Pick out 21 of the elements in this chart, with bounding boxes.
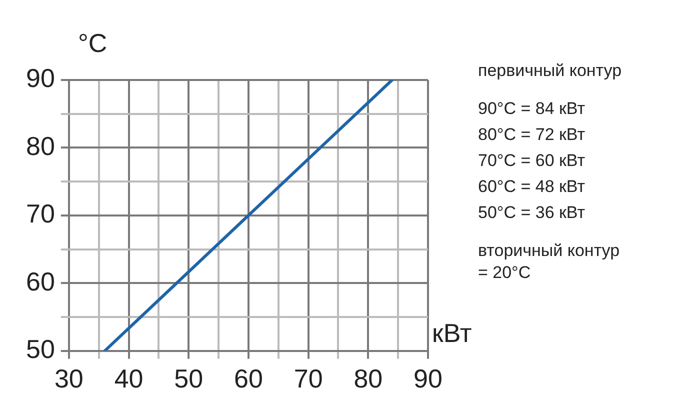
text: 90°C = 84 кВт [478,98,586,120]
text: 50°C = 36 кВт [478,202,586,224]
x-tick-label: 30 [54,364,84,394]
text: 70°C = 60 кВт [478,150,586,172]
text: первичный контур [478,60,622,82]
x-tick-label: 90 [414,364,442,394]
y-tick-label: 50 [26,334,55,364]
text: 60°C = 48 кВт [478,176,586,198]
y-axis-title: °C [78,28,108,59]
x-tick-label: 60 [234,364,263,394]
y-tick-label: 90 [26,63,55,94]
x-tick-label: 70 [294,364,323,394]
text: 80°C = 72 кВт [478,124,586,146]
y-tick-label: 60 [26,266,55,296]
x-tick-label: 40 [114,364,144,394]
text: вторичный контур = 20°C [478,240,621,284]
y-tick-label: 80 [26,130,55,161]
x-tick-label: 50 [174,364,204,394]
y-tick-label: 70 [26,198,55,229]
x-axis-title: кВт [432,318,472,349]
x-tick-label: 80 [354,364,383,394]
